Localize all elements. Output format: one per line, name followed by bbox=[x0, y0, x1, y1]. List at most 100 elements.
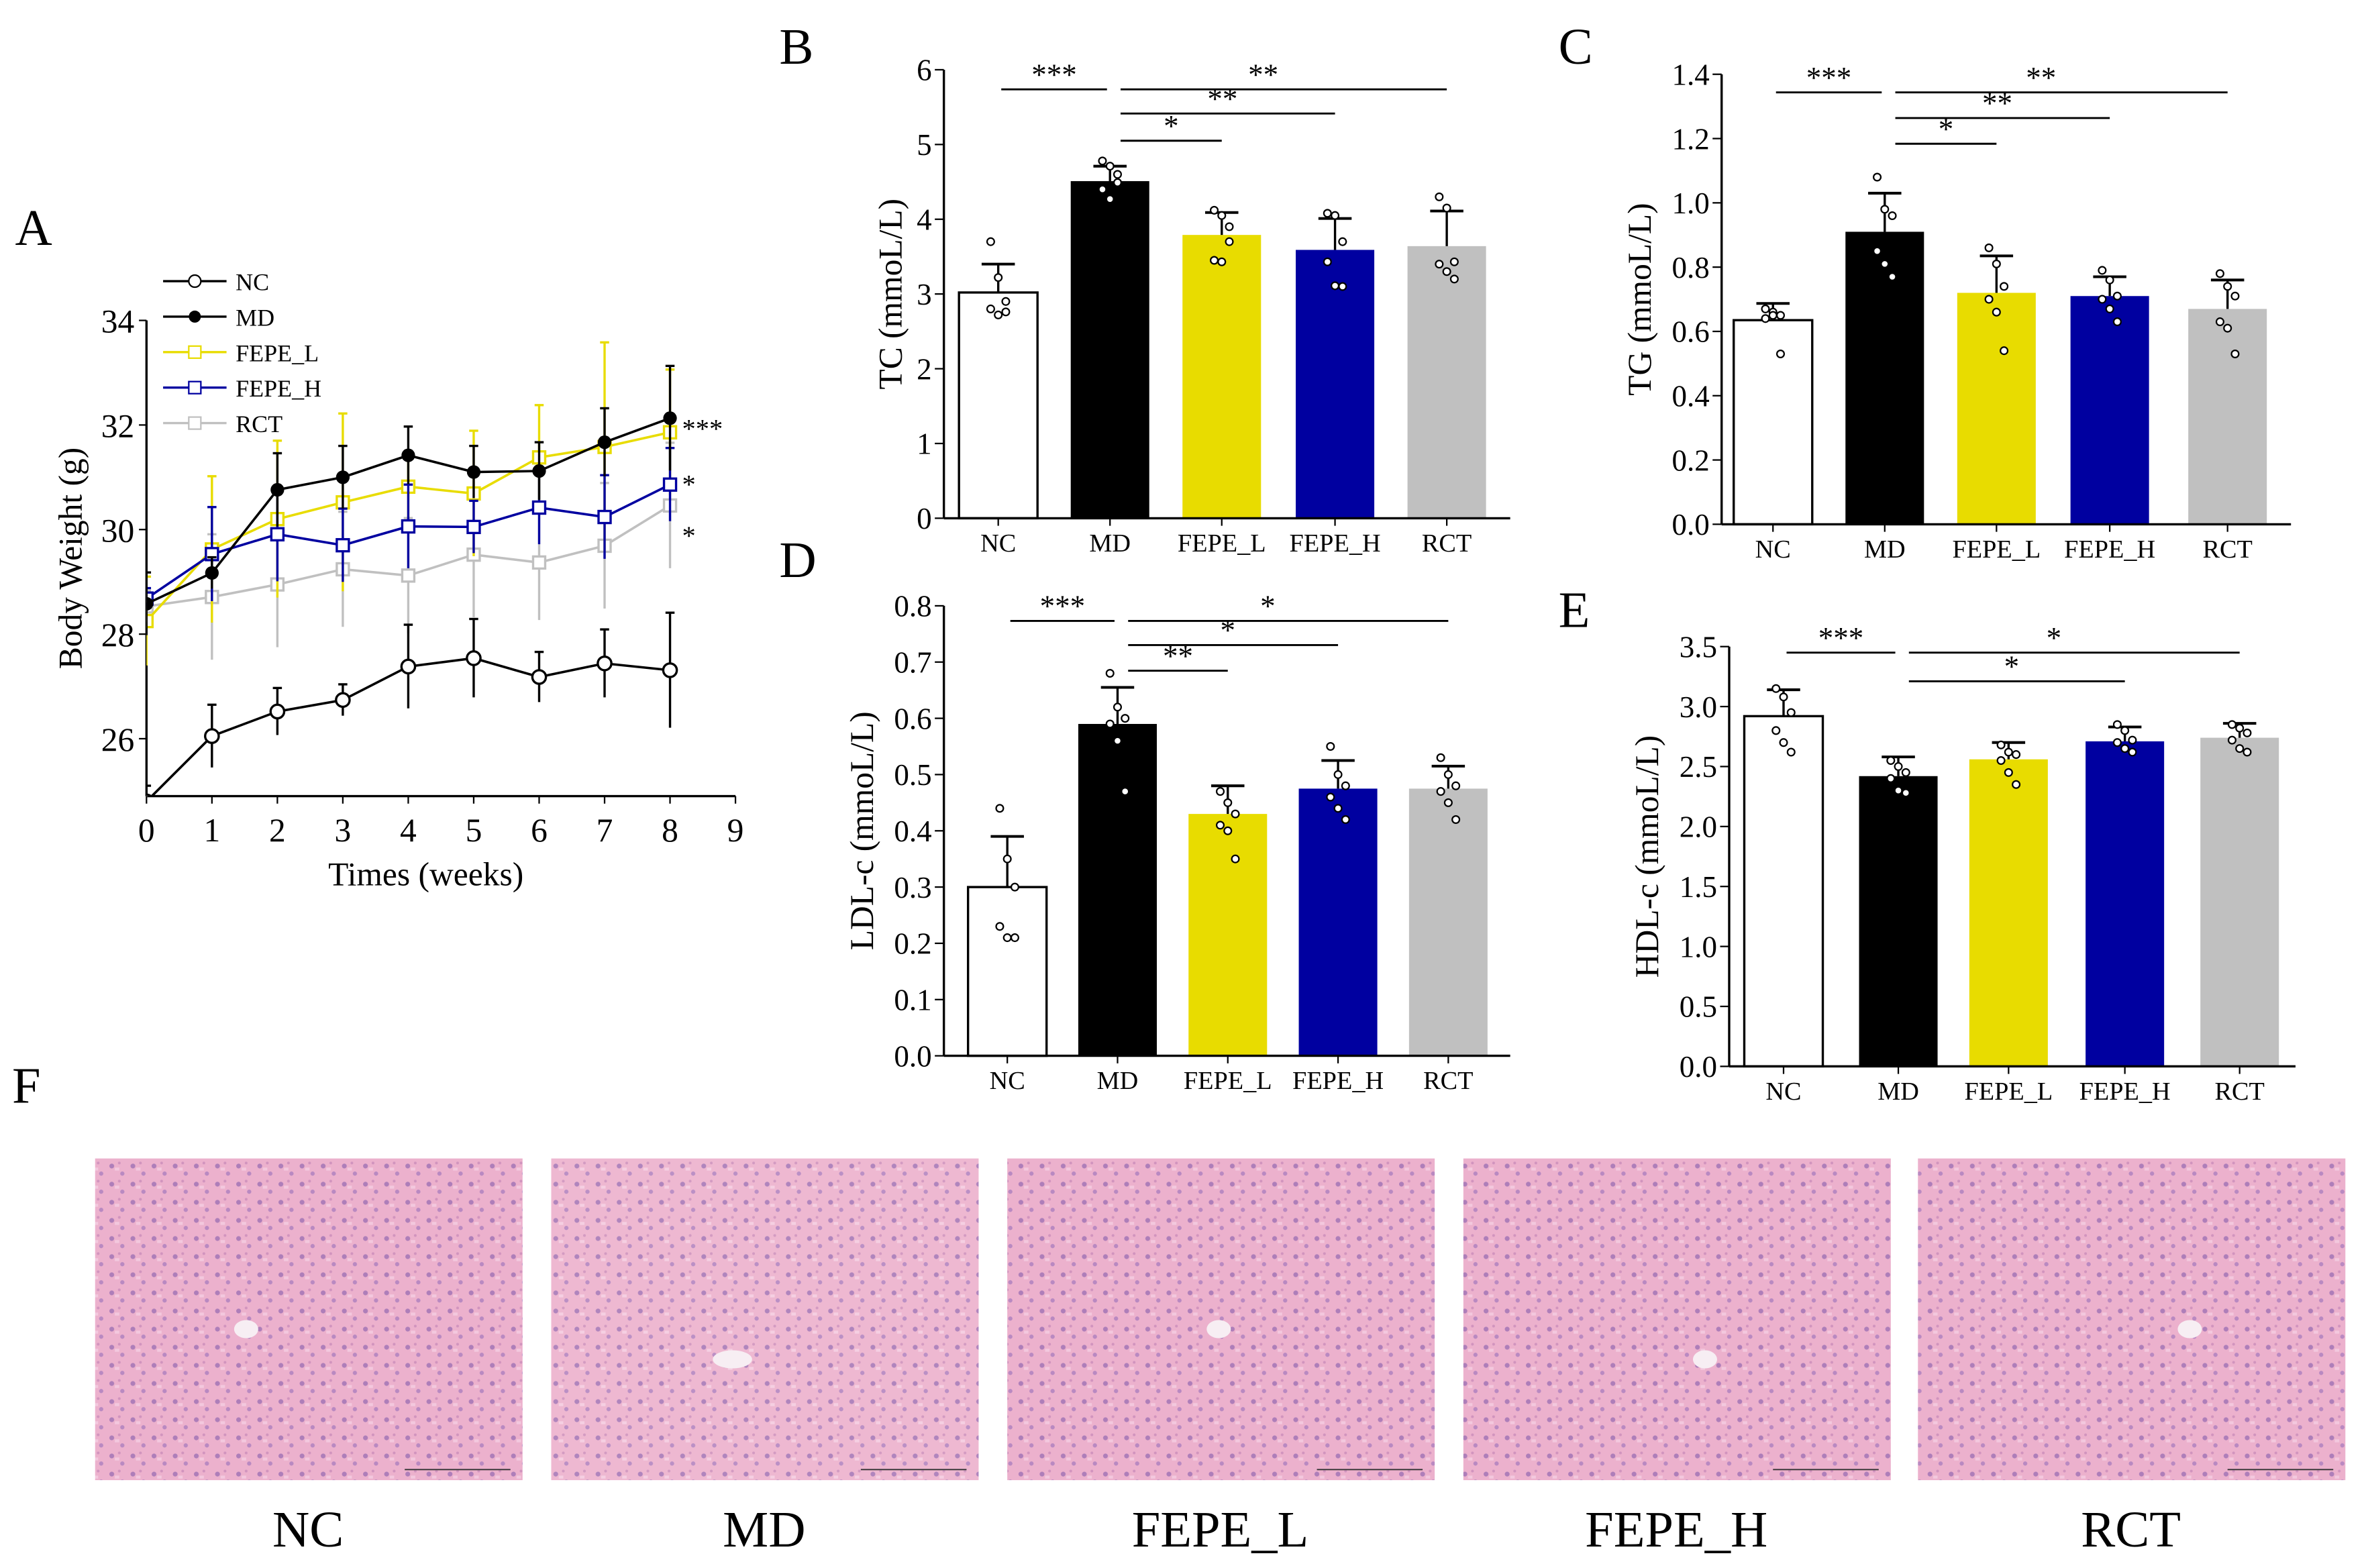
y-tick-label: 1.4 bbox=[1671, 58, 1709, 91]
data-point bbox=[401, 448, 415, 462]
individual-point bbox=[1442, 203, 1451, 213]
data-point bbox=[531, 500, 547, 515]
bar-NC bbox=[958, 291, 1039, 520]
x-tick-label: RCT bbox=[1422, 529, 1472, 558]
significance-label: * bbox=[2047, 621, 2062, 655]
bar-RCT bbox=[2188, 309, 2267, 525]
data-point bbox=[401, 568, 416, 583]
data-point bbox=[270, 482, 285, 497]
individual-point bbox=[1338, 237, 1347, 246]
individual-point bbox=[2243, 728, 2252, 737]
individual-point bbox=[1231, 809, 1240, 819]
individual-point bbox=[1894, 762, 1903, 771]
legend-label: NC bbox=[236, 269, 269, 296]
y-axis-label: TC (mmoL/L) bbox=[872, 199, 909, 390]
vessel-lumen bbox=[234, 1320, 258, 1339]
bar-chart-d: NC MD FEPE_L FEPE_H RCT 0.0 0.1 0.2 0.3 0.4 0.5 0.6… bbox=[843, 590, 1510, 1095]
x-tick-label: 5 bbox=[466, 812, 482, 849]
individual-point bbox=[2000, 282, 2009, 291]
data-point bbox=[466, 650, 482, 666]
individual-point bbox=[1002, 854, 1012, 864]
individual-point bbox=[995, 804, 1005, 813]
legend-label: FEPE_H bbox=[236, 375, 321, 402]
individual-point bbox=[1996, 755, 2006, 766]
y-tick-label: 2.5 bbox=[1680, 750, 1717, 784]
individual-point bbox=[1873, 246, 1882, 256]
individual-point bbox=[2012, 780, 2021, 789]
y-tick-label: 1.5 bbox=[1680, 870, 1717, 904]
individual-point bbox=[1888, 272, 1897, 282]
y-tick-label: 3 bbox=[917, 278, 932, 311]
individual-point bbox=[2112, 720, 2122, 729]
y-tick-label: 6 bbox=[917, 54, 932, 87]
vessel-lumen bbox=[713, 1350, 752, 1369]
individual-point bbox=[1779, 738, 1788, 747]
individual-point bbox=[1984, 243, 1994, 252]
histology-label: FEPE_H bbox=[1585, 1501, 1767, 1558]
individual-point bbox=[1436, 787, 1445, 796]
histology-image-MD bbox=[551, 1158, 979, 1481]
tissue-overlay bbox=[95, 1158, 523, 1481]
histology-image-FEPE_H bbox=[1463, 1158, 1891, 1481]
significance-label: ** bbox=[1163, 639, 1193, 673]
bar-RCT bbox=[2200, 737, 2279, 1067]
x-tick-label: 1 bbox=[203, 812, 220, 849]
bar-MD bbox=[1078, 723, 1157, 1056]
data-point bbox=[205, 566, 219, 580]
histology-label: FEPE_L bbox=[1132, 1501, 1309, 1558]
individual-point bbox=[1331, 211, 1340, 220]
data-point bbox=[597, 509, 612, 525]
y-tick-label: 0.0 bbox=[894, 1039, 931, 1073]
bar-FEPE_H bbox=[2086, 741, 2165, 1067]
individual-point bbox=[1768, 311, 1778, 320]
legend-item-MD: MD bbox=[163, 304, 274, 331]
legend-marker bbox=[188, 274, 202, 289]
x-tick-label: FEPE_H bbox=[2079, 1078, 2171, 1106]
individual-point bbox=[1333, 804, 1343, 813]
individual-point bbox=[1105, 162, 1115, 171]
y-tick-label: 2 bbox=[917, 352, 932, 386]
individual-point bbox=[2012, 750, 2021, 760]
individual-point bbox=[2112, 291, 2122, 301]
individual-point bbox=[2120, 726, 2130, 735]
y-tick-label: 0.0 bbox=[1680, 1050, 1717, 1084]
significance-label: *** bbox=[1806, 61, 1851, 95]
x-tick-label: MD bbox=[1089, 529, 1131, 558]
y-tick-label: 0.3 bbox=[894, 871, 931, 904]
individual-point bbox=[2128, 747, 2137, 757]
legend-marker bbox=[188, 345, 202, 359]
significance-label: ** bbox=[1207, 82, 1237, 115]
x-tick-label: RCT bbox=[2215, 1078, 2265, 1106]
individual-point bbox=[1215, 787, 1225, 796]
data-point bbox=[401, 519, 416, 534]
legend-item-FEPE_H: FEPE_H bbox=[163, 375, 321, 402]
y-tick-label: 0.8 bbox=[1671, 251, 1709, 284]
individual-point bbox=[986, 304, 995, 313]
individual-point bbox=[1435, 260, 1444, 269]
significance-label: ** bbox=[2026, 61, 2056, 95]
y-tick-label: 0.4 bbox=[894, 815, 931, 848]
individual-point bbox=[1761, 304, 1770, 313]
individual-point bbox=[1442, 267, 1451, 276]
individual-point bbox=[1113, 736, 1122, 745]
bar-FEPE_L bbox=[1188, 814, 1268, 1056]
individual-point bbox=[1451, 781, 1461, 790]
y-tick-label: 0.5 bbox=[1680, 990, 1717, 1024]
individual-point bbox=[1209, 205, 1219, 215]
x-tick-label: NC bbox=[1755, 535, 1791, 564]
data-point bbox=[400, 658, 417, 675]
individual-point bbox=[1888, 211, 1897, 221]
individual-point bbox=[1333, 770, 1343, 779]
data-point bbox=[466, 465, 481, 479]
significance-annotation: *** bbox=[682, 414, 723, 444]
bar-NC bbox=[1733, 319, 1814, 526]
individual-point bbox=[995, 922, 1005, 931]
vessel-lumen bbox=[2177, 1320, 2202, 1339]
x-tick-label: FEPE_H bbox=[2064, 535, 2155, 564]
x-tick-label: NC bbox=[990, 1067, 1025, 1095]
individual-point bbox=[1449, 274, 1459, 284]
individual-point bbox=[1436, 753, 1445, 762]
y-tick-label: 0 bbox=[917, 502, 932, 535]
legend-marker bbox=[188, 416, 202, 430]
significance-label: ** bbox=[1982, 87, 2012, 120]
